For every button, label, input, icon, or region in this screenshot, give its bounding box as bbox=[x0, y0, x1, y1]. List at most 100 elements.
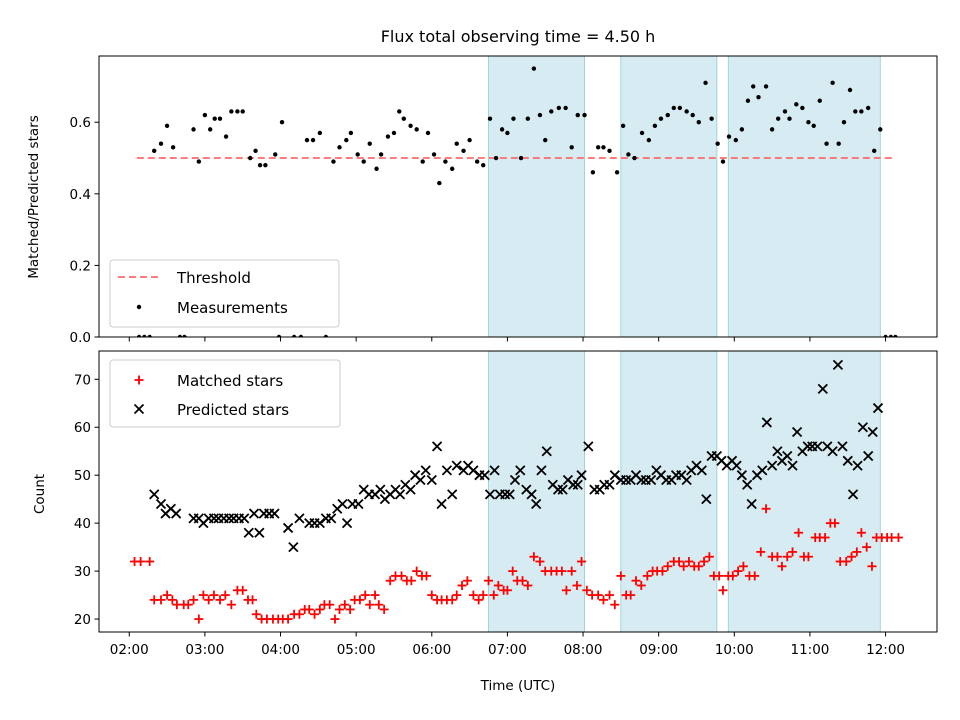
predicted-star-stroke bbox=[400, 479, 411, 490]
predicted-star-stroke bbox=[426, 474, 437, 486]
matched-star-point bbox=[803, 552, 813, 562]
measurement-point bbox=[177, 334, 183, 337]
predicted-star-point bbox=[572, 479, 583, 490]
bottom-panel: 20 30 40 50 60 70 02:00 03:00 04:00 05:00 06:00 07:… bbox=[74, 350, 938, 658]
measurement-point bbox=[830, 80, 835, 86]
plot-marks bbox=[130, 359, 903, 624]
predicted-star-point bbox=[621, 474, 632, 486]
predicted-star-stroke bbox=[568, 479, 579, 490]
matched-star-point bbox=[777, 561, 787, 571]
measurement-point bbox=[720, 159, 726, 164]
legend-threshold-label: Threshold bbox=[176, 269, 251, 287]
predicted-star-stroke bbox=[827, 446, 838, 457]
matched-star-point bbox=[198, 590, 208, 600]
predicted-star-stroke bbox=[576, 470, 587, 481]
matched-star-point bbox=[674, 557, 684, 567]
measurement-point bbox=[511, 116, 516, 121]
observing-interval-shade bbox=[488, 55, 585, 338]
predicted-star-stroke bbox=[832, 359, 844, 371]
matched-star-point bbox=[523, 580, 533, 590]
predicted-star-point bbox=[208, 513, 220, 524]
predicted-star-stroke bbox=[645, 474, 657, 486]
predicted-star-point bbox=[867, 426, 878, 438]
predicted-star-stroke bbox=[655, 470, 667, 481]
y-tick-label: 0.0 bbox=[70, 330, 91, 346]
matched-star-point bbox=[251, 609, 261, 619]
predicted-star-point bbox=[155, 498, 167, 510]
predicted-star-point bbox=[223, 513, 235, 524]
measurement-point bbox=[531, 66, 537, 71]
predicted-star-stroke bbox=[817, 383, 828, 395]
predicted-star-point bbox=[500, 489, 511, 500]
predicted-star-point bbox=[832, 359, 844, 371]
predicted-star-stroke bbox=[766, 460, 778, 471]
observing-interval-shade bbox=[488, 350, 585, 633]
matched-star-point bbox=[867, 561, 877, 571]
measurement-point bbox=[709, 116, 714, 121]
predicted-star-stroke bbox=[326, 513, 337, 524]
measurement-point bbox=[276, 334, 282, 337]
predicted-star-stroke bbox=[405, 484, 416, 495]
predicted-star-point bbox=[239, 513, 250, 524]
matched-star-point bbox=[508, 566, 518, 576]
measurement-point bbox=[361, 159, 366, 164]
matched-star-point bbox=[788, 547, 798, 557]
predicted-star-stroke bbox=[155, 498, 167, 510]
predicted-star-stroke bbox=[863, 450, 874, 462]
predicted-star-point bbox=[541, 446, 552, 457]
matched-star-point bbox=[468, 590, 478, 600]
measurement-point bbox=[652, 123, 658, 129]
predicted-star-stroke bbox=[337, 498, 348, 510]
predicted-star-point bbox=[742, 479, 753, 490]
predicted-star-stroke bbox=[239, 513, 250, 524]
predicted-star-stroke bbox=[837, 441, 848, 452]
matched-star-point bbox=[447, 595, 457, 605]
matched-star-point bbox=[474, 595, 484, 605]
measurement-point bbox=[385, 134, 391, 139]
y-tick-label: 0.6 bbox=[70, 115, 91, 131]
measurement-point bbox=[824, 141, 829, 146]
matched-star-point bbox=[340, 600, 350, 610]
predicted-star-stroke bbox=[248, 508, 260, 519]
predicted-star-point bbox=[731, 460, 742, 471]
x-tick-label: 05:00 bbox=[337, 642, 376, 658]
measurement-point bbox=[525, 116, 531, 121]
predicted-star-point bbox=[791, 426, 803, 438]
predicted-star-point bbox=[536, 465, 547, 476]
matched-star-point bbox=[657, 566, 667, 576]
measurement-point bbox=[658, 116, 664, 121]
predicted-star-point bbox=[842, 455, 853, 466]
predicted-star-stroke bbox=[791, 426, 803, 438]
top-panel: 0.0 0.2 0.4 0.6 Threshold Measurements bbox=[70, 55, 938, 346]
measurement-point bbox=[639, 130, 645, 136]
x-tick-label: 02:00 bbox=[110, 642, 149, 658]
measurement-point bbox=[715, 141, 720, 146]
measurement-point bbox=[240, 109, 245, 114]
matched-star-point bbox=[421, 571, 431, 581]
y-tick-label: 0.4 bbox=[70, 187, 91, 203]
predicted-star-point bbox=[736, 470, 748, 481]
predicted-star-point bbox=[757, 465, 768, 476]
predicted-star-point bbox=[872, 402, 884, 414]
predicted-star-point bbox=[852, 460, 863, 471]
legend: Matched stars Predicted stars bbox=[109, 359, 341, 428]
measurement-point bbox=[170, 145, 176, 150]
measurement-point bbox=[841, 120, 847, 125]
predicted-star-point bbox=[484, 489, 496, 500]
matched-star-point bbox=[283, 614, 293, 624]
predicted-star-stroke bbox=[420, 465, 431, 476]
measurement-point bbox=[888, 334, 894, 337]
measurement-point bbox=[147, 334, 152, 337]
predicted-star-stroke bbox=[787, 460, 798, 471]
predicted-star-stroke bbox=[742, 479, 753, 490]
measurement-point bbox=[626, 152, 631, 157]
matched-star-point bbox=[862, 542, 872, 552]
matched-star-point bbox=[355, 595, 365, 605]
measurement-point bbox=[323, 334, 329, 337]
matched-star-point bbox=[626, 590, 636, 600]
measurement-point bbox=[136, 334, 142, 337]
matched-star-point bbox=[360, 590, 370, 600]
measurement-point bbox=[549, 109, 554, 114]
predicted-star-stroke bbox=[282, 522, 294, 534]
